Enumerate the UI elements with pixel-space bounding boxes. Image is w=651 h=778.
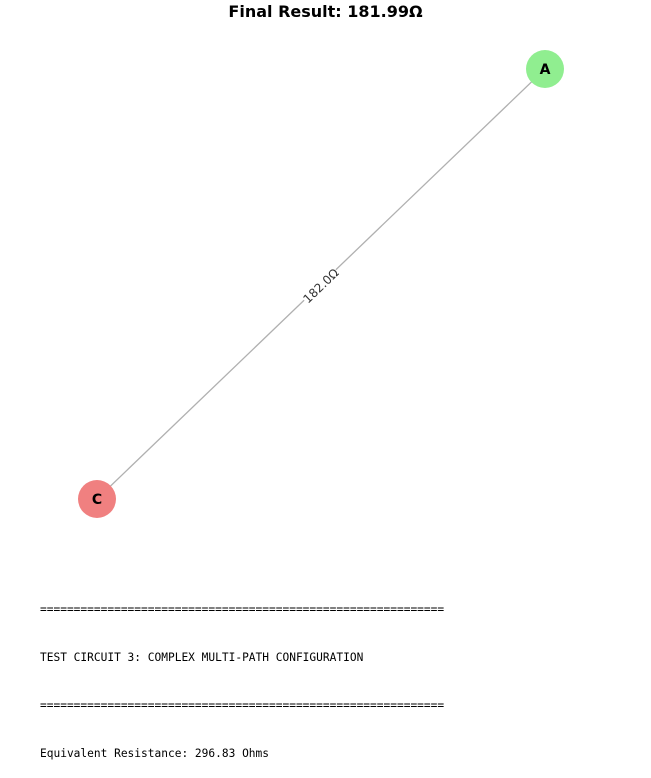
separator-line-bottom: ========================================… <box>40 699 445 712</box>
console-output: ========================================… <box>40 570 444 778</box>
node-c <box>78 480 116 518</box>
separator-line-top: ========================================… <box>40 603 445 616</box>
circuit-graph: 182.0Ω A C <box>78 50 564 518</box>
console-heading: TEST CIRCUIT 3: COMPLEX MULTI-PATH CONFI… <box>40 651 364 664</box>
node-a <box>526 50 564 88</box>
figure-title: Final Result: 181.99Ω <box>228 2 423 21</box>
console-result: Equivalent Resistance: 296.83 Ohms <box>40 747 270 760</box>
node-a-label: A <box>540 62 551 78</box>
edge-label-group: 182.0Ω <box>298 264 344 308</box>
edge-label-a-c: 182.0Ω <box>300 266 341 306</box>
node-c-label: C <box>92 492 102 508</box>
